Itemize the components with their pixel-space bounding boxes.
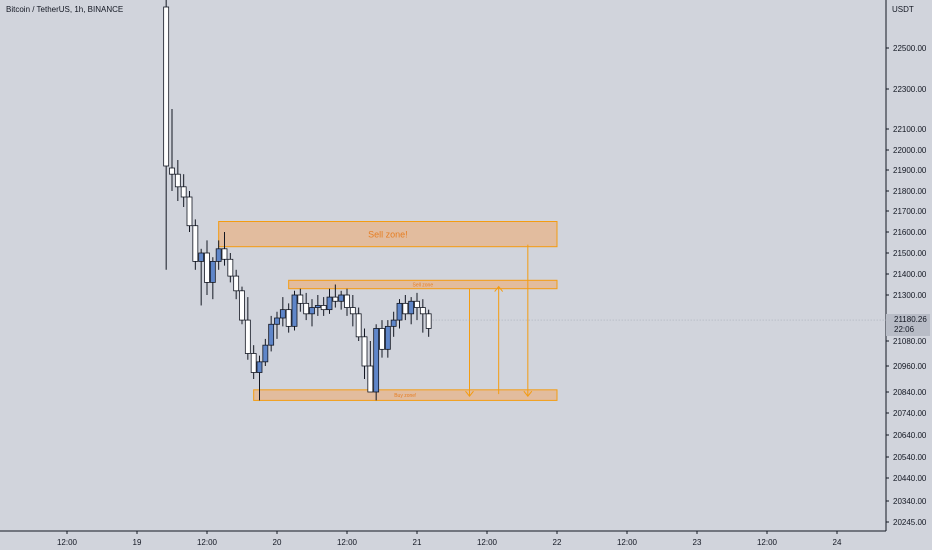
candle-body bbox=[268, 323, 275, 346]
y-tick-label: 20440.00 bbox=[893, 474, 927, 483]
candle-body bbox=[361, 336, 368, 367]
y-tick-label: 20960.00 bbox=[893, 362, 927, 371]
candle-body bbox=[379, 328, 385, 350]
candle-body bbox=[408, 300, 415, 315]
current-price-tag: 21180.26 22:06 bbox=[886, 314, 930, 336]
candle-body bbox=[227, 258, 234, 277]
zone-rect-2[interactable] bbox=[288, 279, 558, 290]
candle-body bbox=[390, 319, 397, 327]
x-tick-label: 12:00 bbox=[617, 538, 638, 547]
y-tick-label: 20245.00 bbox=[893, 518, 927, 527]
candle-body bbox=[373, 328, 380, 393]
y-tick-label: 20540.00 bbox=[893, 453, 927, 462]
y-tick-label: 21800.00 bbox=[893, 187, 927, 196]
x-tick-label: 12:00 bbox=[477, 538, 498, 547]
candle-body bbox=[244, 319, 251, 354]
zone-rect-1[interactable] bbox=[218, 221, 558, 248]
candle-body bbox=[425, 313, 432, 329]
candle-body bbox=[239, 290, 245, 321]
y-tick-label: 21500.00 bbox=[893, 249, 927, 258]
y-tick-label: 22100.00 bbox=[893, 125, 927, 134]
y-tick-label: 20840.00 bbox=[893, 388, 927, 397]
candle-body bbox=[344, 294, 350, 308]
candle-body bbox=[314, 305, 321, 308]
x-tick-label: 12:00 bbox=[337, 538, 358, 547]
y-tick-label: 22500.00 bbox=[893, 44, 927, 53]
candle-body bbox=[198, 252, 205, 262]
zone-label: Sell zone bbox=[413, 282, 434, 288]
candle-body bbox=[326, 296, 333, 311]
zone-rect-3[interactable] bbox=[253, 389, 558, 401]
currency-label: USDT bbox=[892, 5, 914, 14]
candle-body bbox=[169, 167, 175, 175]
candle-body bbox=[402, 302, 409, 315]
candle-body bbox=[367, 365, 374, 393]
measure-arrowhead bbox=[465, 390, 474, 398]
candle-body bbox=[396, 302, 403, 321]
y-tick-label: 21700.00 bbox=[893, 207, 927, 216]
symbol-title: Bitcoin / TetherUS, 1h, BINANCE bbox=[6, 5, 124, 14]
candle-body bbox=[285, 309, 292, 327]
y-tick-label: 21300.00 bbox=[893, 291, 927, 300]
x-tick-label: 22 bbox=[553, 538, 562, 547]
candle-body bbox=[419, 307, 426, 315]
candle-body bbox=[250, 353, 257, 373]
candle-body bbox=[338, 294, 345, 302]
bar-countdown: 22:06 bbox=[894, 325, 915, 334]
candle-body bbox=[309, 307, 315, 315]
candle-body bbox=[209, 260, 216, 283]
y-tick-label: 20340.00 bbox=[893, 497, 927, 506]
x-tick-label: 21 bbox=[413, 538, 422, 547]
candle-body bbox=[297, 294, 304, 304]
y-tick-label: 21600.00 bbox=[893, 228, 927, 237]
candle-body bbox=[233, 275, 240, 292]
candle-body bbox=[221, 248, 228, 260]
candle-body bbox=[384, 325, 391, 350]
current-price-value: 21180.26 bbox=[894, 315, 927, 324]
candle-body bbox=[186, 196, 193, 227]
x-tick-label: 20 bbox=[273, 538, 282, 547]
candle-body bbox=[349, 307, 356, 315]
zone-label: Sell zone! bbox=[368, 229, 408, 239]
candle-body bbox=[303, 302, 310, 315]
candle-body bbox=[192, 225, 199, 262]
x-tick-label: 12:00 bbox=[57, 538, 78, 547]
candle-body bbox=[291, 294, 298, 327]
candle-body bbox=[180, 186, 187, 198]
candle-body bbox=[274, 317, 280, 325]
x-tick-label: 12:00 bbox=[197, 538, 218, 547]
y-tick-label: 22000.00 bbox=[893, 146, 927, 155]
y-tick-label: 22300.00 bbox=[893, 85, 927, 94]
candle-body bbox=[174, 173, 181, 188]
y-tick-label: 21080.00 bbox=[893, 337, 927, 346]
candle-body bbox=[256, 361, 263, 373]
candle-body bbox=[320, 305, 327, 311]
zone-label: Buy zone! bbox=[394, 393, 416, 399]
measure-arrowhead bbox=[523, 390, 533, 398]
x-tick-label: 24 bbox=[833, 538, 842, 547]
x-tick-label: 19 bbox=[133, 538, 142, 547]
candle-body bbox=[355, 313, 362, 338]
y-tick-label: 20740.00 bbox=[893, 409, 927, 418]
x-tick-label: 12:00 bbox=[757, 538, 778, 547]
candle-body bbox=[332, 296, 339, 302]
y-tick-label: 21900.00 bbox=[893, 166, 927, 175]
measure-arrowhead bbox=[494, 285, 504, 292]
y-tick-label: 20640.00 bbox=[893, 431, 927, 440]
candle-body bbox=[163, 6, 170, 167]
candle-body bbox=[279, 309, 286, 319]
candle-body bbox=[215, 248, 222, 262]
candle-body bbox=[414, 300, 420, 308]
y-tick-label: 21400.00 bbox=[893, 270, 927, 279]
candle-body bbox=[262, 344, 269, 363]
x-tick-label: 23 bbox=[693, 538, 702, 547]
candle-body bbox=[204, 252, 210, 283]
